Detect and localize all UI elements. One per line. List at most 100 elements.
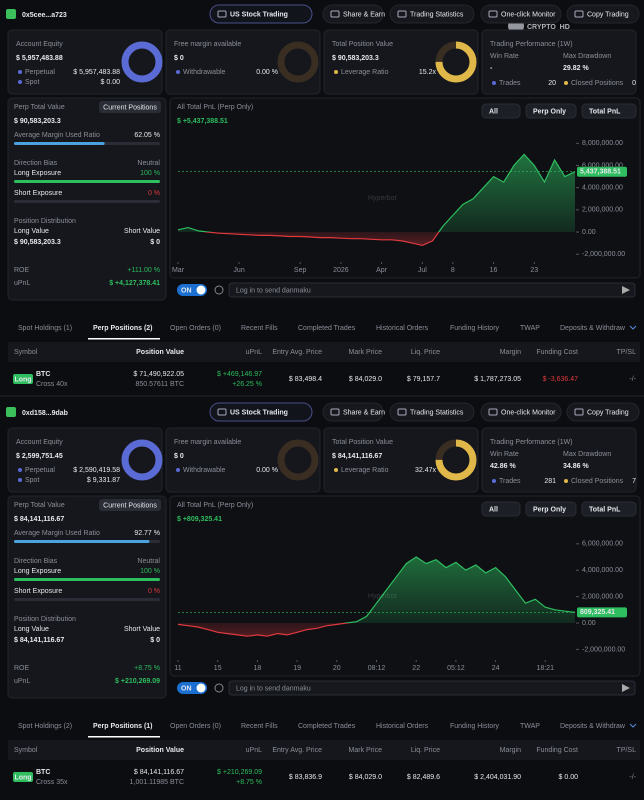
nav-button[interactable] xyxy=(566,4,640,24)
tab[interactable]: Funding History xyxy=(450,325,500,332)
card xyxy=(481,29,637,95)
nav-button[interactable] xyxy=(209,4,313,24)
toggle-label[interactable]: ON xyxy=(181,685,192,692)
nav-icon xyxy=(330,10,340,18)
current-tag xyxy=(577,166,627,177)
cell: $ +469,146.97 xyxy=(217,371,262,378)
tab[interactable]: Perp Positions (1) xyxy=(93,723,153,730)
value: 62.05 % xyxy=(134,132,160,139)
tab[interactable]: Recent Fills xyxy=(241,325,278,332)
row-value: $ 9,331.87 xyxy=(87,477,120,484)
filter[interactable] xyxy=(525,103,577,119)
nav-label[interactable]: Copy Trading xyxy=(587,11,629,18)
nav-button[interactable] xyxy=(480,402,562,422)
nav-button[interactable] xyxy=(322,4,384,24)
symbol: BTC xyxy=(36,371,50,378)
card-value: $ 0 xyxy=(174,55,184,62)
danmaku-input[interactable] xyxy=(228,282,636,298)
nav-label[interactable]: One-click Monitor xyxy=(501,11,556,18)
nav-button[interactable] xyxy=(566,402,640,422)
nav-button[interactable] xyxy=(389,402,475,422)
filter-label[interactable]: All xyxy=(489,108,498,115)
button[interactable] xyxy=(99,101,161,113)
filter-label[interactable]: Perp Only xyxy=(533,108,566,115)
stat-value: - xyxy=(490,65,493,72)
filter[interactable] xyxy=(581,103,637,119)
mode: Cross 40x xyxy=(36,381,68,388)
nav-label[interactable]: US Stock Trading xyxy=(230,11,288,18)
y-tick-label: 4,000,000.00 xyxy=(582,567,623,574)
nav-label[interactable]: Share & Earn xyxy=(343,409,385,416)
filter[interactable] xyxy=(481,501,521,517)
cell: $ 83,836.9 xyxy=(289,774,322,781)
y-tick-label: -2,000,000.00 xyxy=(582,646,625,653)
filter[interactable] xyxy=(525,501,577,517)
chart-total: $ +809,325.41 xyxy=(177,516,222,523)
cell: 850.57611 BTC xyxy=(135,381,184,388)
nav-label[interactable]: Share & Earn xyxy=(343,11,385,18)
tab[interactable]: Funding History xyxy=(450,723,500,730)
tab[interactable]: Spot Holdings (1) xyxy=(18,325,72,332)
tab[interactable]: TWAP xyxy=(520,325,540,332)
tab[interactable]: Deposits & Withdraw xyxy=(560,325,626,332)
nav-icon xyxy=(488,10,498,18)
tab[interactable]: Deposits & Withdraw xyxy=(560,723,626,730)
filter-label[interactable]: Total PnL xyxy=(589,506,621,513)
x-tick-label: 16 xyxy=(490,267,498,274)
nav-label[interactable]: US Stock Trading xyxy=(230,409,288,416)
danmaku-placeholder[interactable]: Log in to send danmaku xyxy=(236,685,311,692)
nav-label[interactable]: Copy Trading xyxy=(587,409,629,416)
chart-title: All Total PnL (Perp Only) xyxy=(177,104,253,111)
tab[interactable]: Historical Orders xyxy=(376,723,429,730)
current-label: 809,325.41 xyxy=(580,609,615,616)
cell: 1,001.11985 BTC xyxy=(130,779,184,786)
card-label: Free margin available xyxy=(174,41,241,48)
nav-button[interactable] xyxy=(389,4,475,24)
nav-label[interactable]: Trading Statistics xyxy=(410,409,464,416)
chart-total: $ +5,437,388.51 xyxy=(177,118,228,125)
tab-more xyxy=(629,325,637,330)
tab[interactable]: Open Orders (0) xyxy=(170,723,221,730)
button[interactable] xyxy=(99,499,161,511)
column-header: Funding Cost xyxy=(536,747,578,754)
tab[interactable]: Spot Holdings (2) xyxy=(18,723,72,730)
tab[interactable]: Completed Trades xyxy=(298,723,356,730)
donut-arc xyxy=(435,41,477,83)
filter[interactable] xyxy=(481,103,521,119)
row-label: Trades xyxy=(499,478,521,485)
tab[interactable]: Open Orders (0) xyxy=(170,325,221,332)
nav-label[interactable]: One-click Monitor xyxy=(501,409,556,416)
label: Long Value xyxy=(14,228,49,235)
side-badge xyxy=(13,374,33,384)
button-label[interactable]: Current Positions xyxy=(103,104,157,111)
nav-button[interactable] xyxy=(209,402,313,422)
filter-label[interactable]: Total PnL xyxy=(589,108,621,115)
avatar xyxy=(6,9,16,19)
tab[interactable]: Perp Positions (2) xyxy=(93,325,153,332)
tab[interactable]: Historical Orders xyxy=(376,325,429,332)
cell: +8.75 % xyxy=(236,779,262,786)
nav-label[interactable]: Trading Statistics xyxy=(410,11,464,18)
danmaku-placeholder[interactable]: Log in to send danmaku xyxy=(236,287,311,294)
filter[interactable] xyxy=(581,501,637,517)
cell: $ 84,029.0 xyxy=(349,774,382,781)
cell: +26.25 % xyxy=(232,381,262,388)
nav-button[interactable] xyxy=(480,4,562,24)
tab[interactable]: Completed Trades xyxy=(298,325,356,332)
filter-label[interactable]: All xyxy=(489,506,498,513)
stat-label: Win Rate xyxy=(490,451,519,458)
filter-label[interactable]: Perp Only xyxy=(533,506,566,513)
toggle-label[interactable]: ON xyxy=(181,287,192,294)
button-label[interactable]: Current Positions xyxy=(103,502,157,509)
value: $ +210,269.09 xyxy=(115,678,160,685)
label: Position Distribution xyxy=(14,218,76,225)
cell: -/- xyxy=(629,376,636,383)
nav-button[interactable] xyxy=(322,402,384,422)
y-tick-label: 6,000,000.00 xyxy=(582,541,623,548)
value: 92.77 % xyxy=(134,530,160,537)
tab[interactable]: TWAP xyxy=(520,723,540,730)
tab[interactable]: Recent Fills xyxy=(241,723,278,730)
label: ROE xyxy=(14,665,30,672)
side-badge xyxy=(13,772,33,782)
danmaku-input[interactable] xyxy=(228,680,636,696)
